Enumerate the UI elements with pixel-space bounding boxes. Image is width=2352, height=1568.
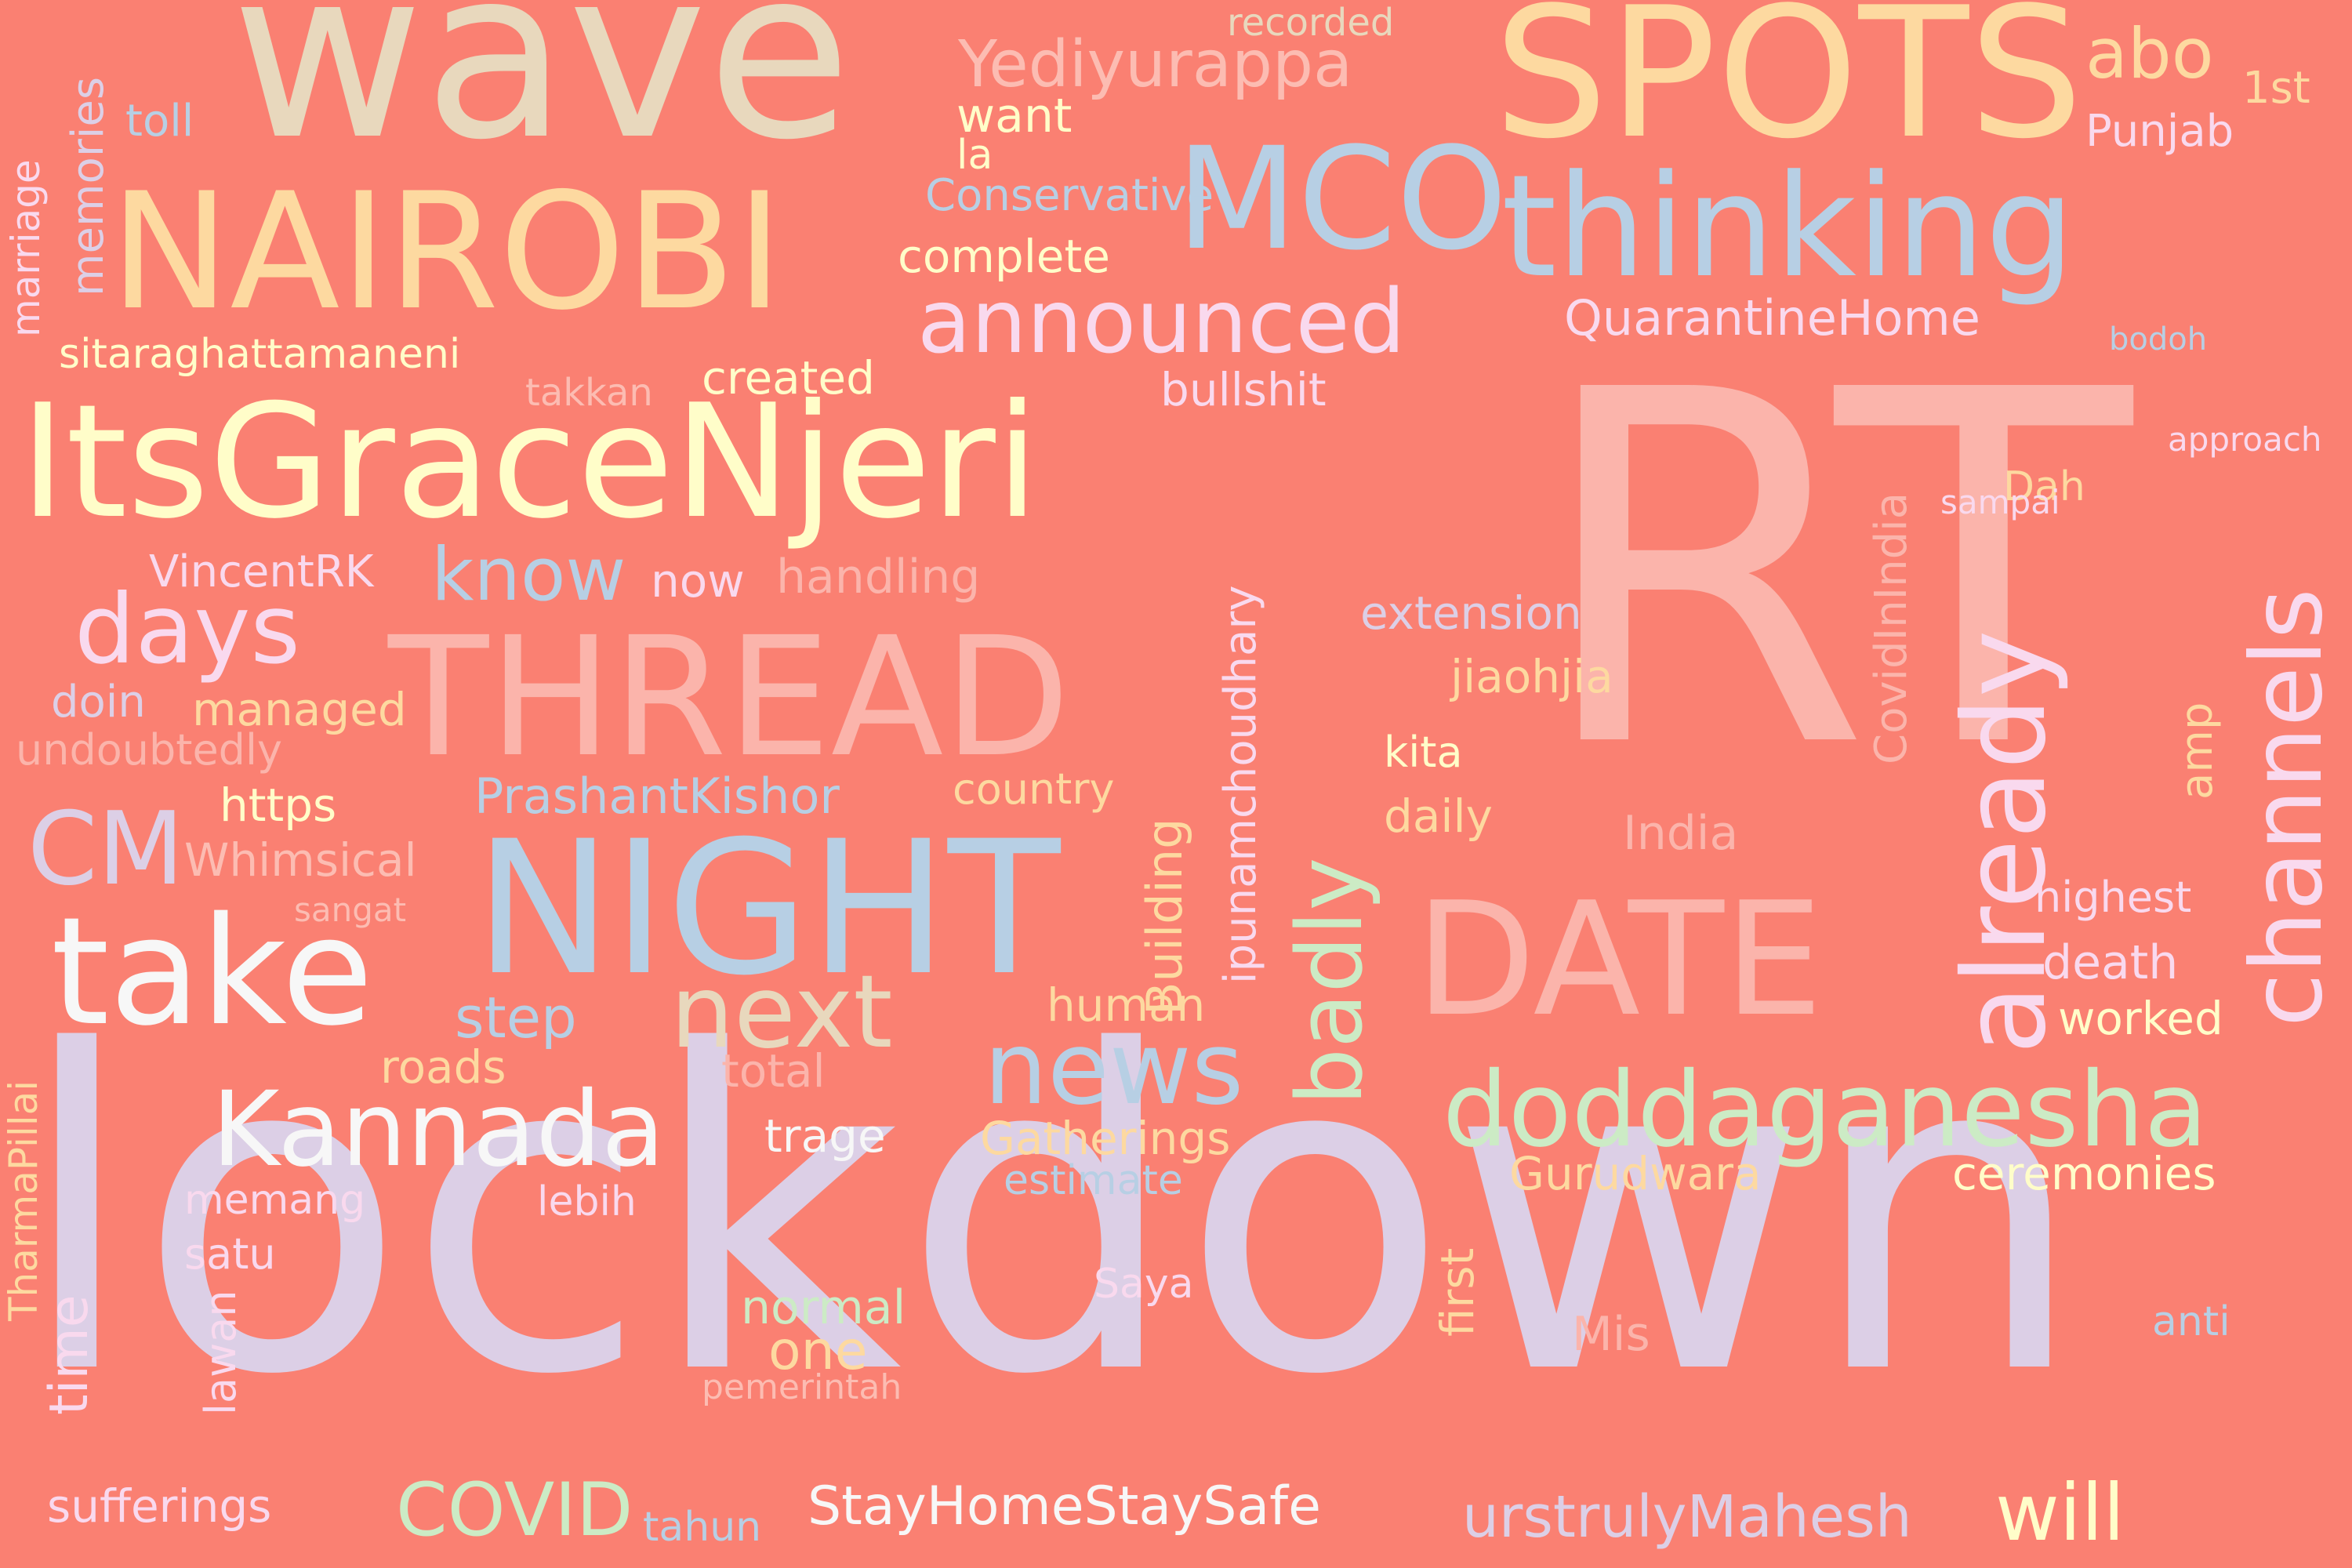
word-worked: worked (2058, 992, 2223, 1045)
word-covid: COVID (396, 1468, 633, 1553)
word-badly: extension (1360, 586, 1582, 640)
word-vincentrk: VincentRK (149, 546, 374, 597)
word-urstrulymahesh: urstrulyMahesh (1462, 1483, 1912, 1551)
word-punjab: Punjab (2085, 106, 2234, 157)
word-anti: anti (2152, 1298, 2230, 1345)
word-sitaraghattamaneni: sitaraghattamaneni (59, 331, 461, 378)
word-daily: daily (1384, 789, 1493, 843)
word-human: human (1047, 978, 1206, 1032)
word-approach: approach (2168, 420, 2322, 459)
word-gatherings: Gatherings (980, 1112, 1231, 1165)
word-la: la (956, 132, 993, 179)
word-dah: Dah (2003, 463, 2085, 510)
word-takkan: takkan (525, 371, 653, 415)
word-memang: memang (184, 1177, 366, 1224)
word-next: next (670, 954, 893, 1071)
word-lawan: lawan (196, 1290, 245, 1415)
word-thinking: thinking (1501, 145, 2075, 309)
word-created: created (702, 351, 875, 405)
word-night: NIGHT (474, 802, 1061, 1016)
word-wave: wave (231, 0, 852, 191)
word-sangat: sangat (294, 891, 407, 929)
word-lockdown: lockdown (16, 960, 2087, 1471)
word-time: time (38, 1294, 100, 1415)
word-doddaganesha: doddaganesha (1443, 1050, 2208, 1171)
word-thread: THREAD (388, 601, 1071, 793)
word-complete: complete (898, 230, 1110, 283)
word-https: https (220, 779, 337, 832)
word-managed: managed (192, 683, 407, 736)
word-want: want (956, 89, 1073, 143)
word-undoubtedly: undoubtedly (16, 725, 282, 775)
word-amp: jiaohjia (1450, 650, 1613, 703)
word-news: news (984, 1011, 1244, 1127)
word-tharmapillai: TharmaPillai (1, 1080, 46, 1321)
word-1st: 1st (2242, 63, 2310, 114)
word-channels: channels (2230, 588, 2344, 1027)
word-one: one (768, 1320, 868, 1382)
word-marriage: Conservative (925, 170, 1214, 221)
word-days: days (74, 574, 300, 685)
word-covidinindia: CovidInIndia (1866, 492, 1917, 764)
word-rt: RT (1533, 289, 2132, 855)
word-conservative: marriage (3, 159, 49, 337)
word-sufferings: sufferings (47, 1479, 272, 1533)
word-abo: abo (2085, 13, 2214, 94)
word-now: now (651, 554, 745, 608)
word-will: will (1995, 1467, 2125, 1559)
word-mco: MCO (1176, 118, 1508, 281)
word-bullshit: bullshit (1160, 363, 1327, 416)
word-pemerintah: pemerintah (702, 1367, 902, 1407)
word-roads: roads (380, 1040, 506, 1094)
word-saya: Saya (1094, 1261, 1194, 1308)
word-ceremonies: ceremonies (1952, 1147, 2216, 1200)
word-announced: announced (917, 271, 1406, 373)
word-memories: memories (63, 76, 114, 296)
word-trage: trage (764, 1109, 886, 1163)
word-yediyurappa: Yediyurappa (958, 27, 1353, 102)
word-kannada: Kannada (212, 1069, 666, 1190)
word-first: first (1431, 1247, 1484, 1337)
word-quarantinehome: QuarantineHome (1564, 289, 1980, 347)
word-toll: toll (125, 96, 194, 147)
word-normal: normal (741, 1280, 906, 1335)
word-building: Building (1136, 818, 1193, 1015)
word-recorded: recorded (1227, 1, 1395, 45)
word-highest: highest (2034, 873, 2192, 922)
word-mis: Mis (1572, 1307, 1650, 1362)
word-cm: CM (27, 791, 184, 908)
word-bodoh: bodoh (2109, 321, 2208, 358)
word-lebih: lebih (537, 1178, 637, 1225)
word-spots: SPOTS (1494, 0, 2084, 179)
word-handling: handling (776, 550, 981, 604)
word-itsgracenjeri: ItsGraceNjeri (20, 371, 1040, 554)
word-gurudwara: Gurudwara (1509, 1147, 1762, 1200)
word-tahun: tahun (643, 1504, 762, 1551)
word-extension: badly (1278, 857, 1383, 1105)
word-stayhomestaysafe: StayHomeStaySafe (808, 1475, 1321, 1537)
word-sampai: sampai (1940, 483, 2060, 521)
word-total: total (721, 1044, 826, 1098)
word-estimate: estimate (1004, 1157, 1183, 1204)
word-country: country (953, 764, 1115, 814)
word-india: India (1623, 806, 1739, 861)
word-jiaohjia: amp (2172, 702, 2223, 800)
word-doin: doin (51, 677, 146, 728)
word-date: DATE (1415, 869, 1824, 1051)
word-satu: satu (184, 1229, 276, 1279)
word-whimsical: Whimsical (184, 833, 417, 887)
word-step: step (455, 985, 577, 1051)
word-nairobi: NAIROBI (110, 159, 783, 346)
word-already: already (1939, 630, 2071, 1054)
word-know: know (431, 532, 626, 618)
word-death: death (2042, 935, 2179, 990)
word-kita: kita (1384, 728, 1463, 777)
word-ipunamchoudhary: ipunamchoudhary (1215, 585, 1266, 984)
word-take: take (51, 885, 374, 1058)
word-prashantkishor: PrashantKishor (474, 768, 840, 825)
